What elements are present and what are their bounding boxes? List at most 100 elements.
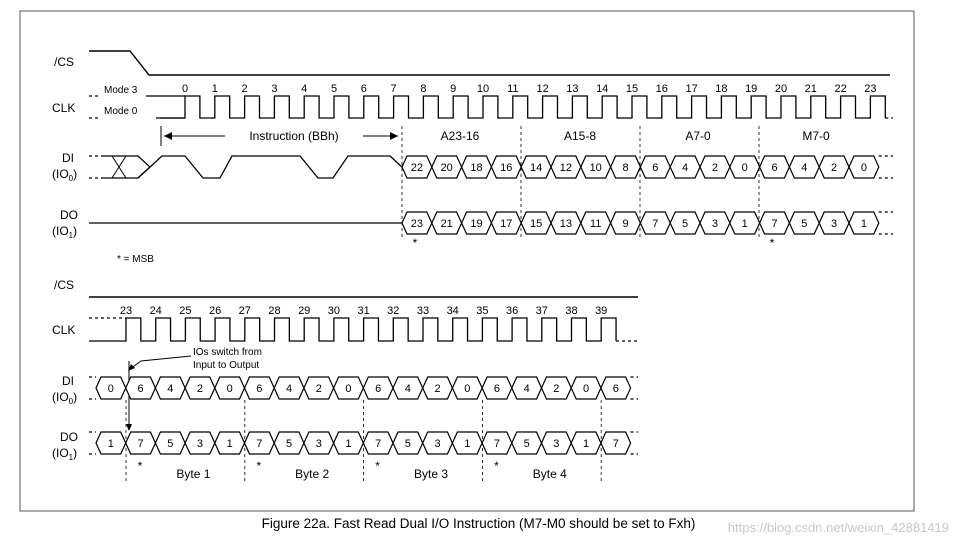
do-bit-label: 5 — [682, 218, 688, 230]
clk-number: 6 — [361, 83, 367, 95]
instruction-arrow-head-right — [390, 132, 398, 140]
io-switch-pointer-head — [128, 364, 135, 371]
di-bit-label: 8 — [622, 162, 628, 174]
byte-label-1: Byte 1 — [176, 467, 210, 481]
field-label-1: A15-8 — [564, 129, 596, 143]
do-bot-bit-label: 5 — [405, 438, 411, 450]
clk-waveform-top — [89, 95, 893, 119]
clk-number: 15 — [626, 83, 638, 95]
clk-number: 23 — [864, 83, 876, 95]
byte-label-2: Byte 2 — [295, 467, 329, 481]
do-bit-label: 11 — [590, 218, 601, 230]
do-label-top: DO — [60, 208, 78, 222]
clk-number: 28 — [268, 305, 280, 317]
clk-number: 0 — [182, 83, 188, 95]
byte-msb-asterisk: * — [138, 459, 143, 473]
clk-number: 19 — [745, 83, 757, 95]
clk-number: 36 — [506, 305, 518, 317]
clk-number: 16 — [656, 83, 668, 95]
di-bot-bit-label: 0 — [227, 383, 233, 395]
clk-number: 8 — [420, 83, 426, 95]
di-bit-label: 2 — [831, 162, 837, 174]
diagram-frame — [19, 10, 915, 512]
di-bit-label: 0 — [742, 162, 748, 174]
di-bit-label: 0 — [861, 162, 867, 174]
byte-msb-asterisk: * — [375, 459, 380, 473]
di-bit-label: 14 — [530, 162, 542, 174]
clk-number: 14 — [596, 83, 608, 95]
do-bit-label: 21 — [441, 218, 453, 230]
do-waveform-top: 23 21 19 17 15 13 11 9 7 5 3 1 7 5 3 1* * — [89, 211, 893, 250]
do-bit-label: 7 — [652, 218, 658, 230]
di-dontcare-box — [102, 155, 151, 179]
cs-label-top: /CS — [54, 55, 74, 69]
do-bot-bit — [600, 431, 632, 455]
di-waveform-top: 22 20 18 16 14 12 10 8 6 4 2 0 6 4 2 0 — [89, 155, 893, 179]
di-bit-label: 4 — [682, 162, 688, 174]
di-waveform-bottom: 0 6 4 2 0 6 4 2 0 6 4 2 0 6 4 2 0 6 — [89, 376, 638, 400]
clk-number: 5 — [331, 83, 337, 95]
do-label-bottom: DO — [60, 430, 78, 444]
watermark: https://blog.csdn.net/weixin_42881419 — [727, 520, 949, 535]
di-bit-label: 20 — [441, 162, 453, 174]
msb-asterisk: * — [770, 236, 775, 250]
do-io1-label-top: (IO1) — [52, 224, 77, 240]
clk-number: 38 — [565, 305, 577, 317]
do-bit-label: 13 — [560, 218, 572, 230]
clk-waveform-bottom — [89, 317, 638, 342]
di-bot-bit-label: 4 — [286, 383, 292, 395]
instruction-label: Instruction (BBh) — [249, 129, 338, 143]
field-label-2: A7-0 — [685, 129, 711, 143]
clk-numbers-top: 0 1 2 3 4 5 6 7 8 9 10 11 12 13 14 15 16 17 18 19 20 21 22 23 — [182, 83, 877, 95]
di-bot-bit-label: 2 — [197, 383, 203, 395]
di-bot-bit-label: 6 — [494, 383, 500, 395]
field-labels: A23-16 A15-8 A7-0 M7-0 — [401, 126, 830, 240]
clk-number: 12 — [536, 83, 548, 95]
di-bot-bit-label: 0 — [108, 383, 114, 395]
clk-number: 1 — [212, 83, 218, 95]
do-io1-label-bottom: (IO1) — [52, 446, 77, 462]
do-bit-label: 15 — [530, 218, 542, 230]
do-bot-bit-label: 1 — [464, 438, 470, 450]
clk-label-top: CLK — [52, 101, 75, 115]
clk-number: 24 — [150, 305, 162, 317]
clk-number: 10 — [477, 83, 489, 95]
do-bot-bit-label: 3 — [434, 438, 440, 450]
do-bot-bit-label: 1 — [583, 438, 589, 450]
di-io0-label-top: (IO0) — [52, 167, 77, 183]
clk-label-bottom: CLK — [52, 323, 75, 337]
instruction-arrow-head-left — [164, 132, 172, 140]
clk-number: 30 — [328, 305, 340, 317]
di-bot-bit-label: 6 — [256, 383, 262, 395]
do-bot-bit-label: 1 — [108, 438, 114, 450]
di-bot-bit-label: 2 — [553, 383, 559, 395]
do-bit-label: 7 — [771, 218, 777, 230]
di-bot-bit-label: 6 — [137, 383, 143, 395]
do-bit — [848, 211, 880, 235]
di-bit-label: 10 — [590, 162, 602, 174]
clk-number: 4 — [301, 83, 307, 95]
do-bit-label: 3 — [712, 218, 718, 230]
do-bot-bit-label: 5 — [524, 438, 530, 450]
cs-label-bottom: /CS — [54, 278, 74, 292]
clk-number: 2 — [242, 83, 248, 95]
do-bot-bit-label: 7 — [256, 438, 262, 450]
di-instruction-wave — [137, 155, 403, 179]
io-switch-label-1: IOs switch from — [193, 347, 262, 358]
clk-number: 21 — [805, 83, 817, 95]
do-bot-bit-label: 3 — [197, 438, 203, 450]
di-bot-bit-label: 2 — [434, 383, 440, 395]
io-switch-label-2: Input to Output — [193, 360, 259, 371]
byte-label-4: Byte 4 — [533, 467, 567, 481]
di-dontcare-x2 — [111, 155, 127, 179]
do-bit-label: 23 — [411, 218, 423, 230]
clk-number: 11 — [507, 83, 518, 95]
byte-msb-asterisk: * — [256, 459, 261, 473]
do-bot-bit-label: 7 — [494, 438, 500, 450]
di-bot-bit-label: 0 — [345, 383, 351, 395]
di-bit-label: 12 — [560, 162, 572, 174]
do-bit-label: 1 — [861, 218, 867, 230]
di-bot-bit-label: 0 — [583, 383, 589, 395]
do-waveform-bottom: 1 7 5 3 1 7 5 3 1 7 5 3 1 7 5 3 1 7 — [89, 431, 638, 455]
msb-note: * = MSB — [117, 254, 154, 265]
